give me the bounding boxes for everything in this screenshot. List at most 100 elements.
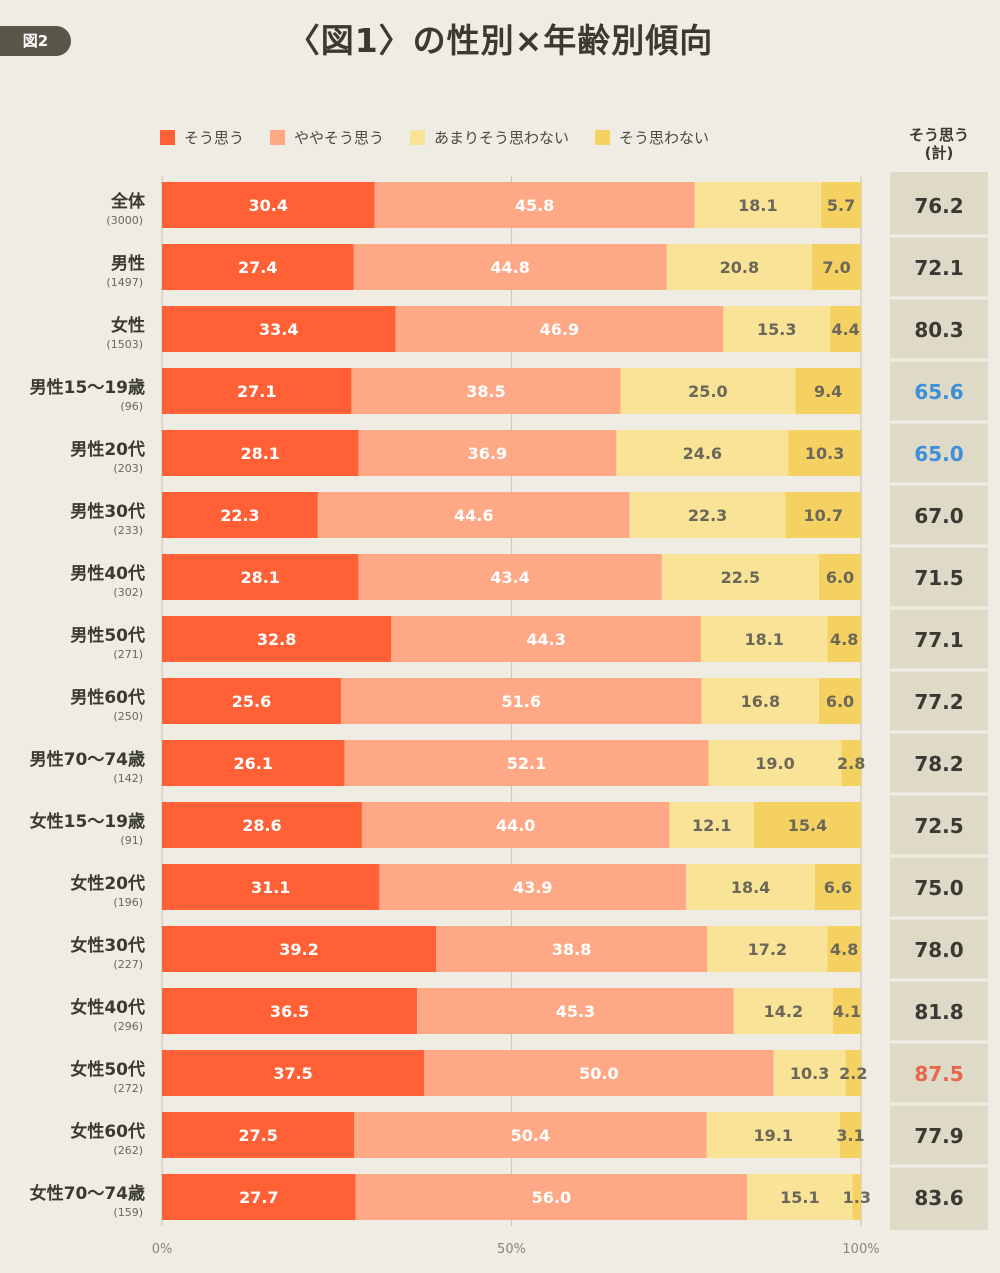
data-label: 10.7	[804, 506, 843, 525]
total-header-line1: そう思う	[908, 126, 969, 144]
total-column-header: そう思う (計)	[890, 126, 988, 162]
data-label: 44.8	[490, 258, 529, 277]
row-sample-size: (227)	[113, 958, 143, 971]
bar-segment	[700, 616, 828, 662]
data-label: 28.1	[240, 568, 279, 587]
row-label: 男性	[111, 253, 145, 274]
row-label: 男性30代	[70, 501, 145, 522]
row-sample-size: (1503)	[106, 338, 143, 351]
bar-segment	[841, 740, 861, 786]
bar-segment	[827, 926, 861, 972]
row-sample-size: (3000)	[106, 214, 143, 227]
bar-segment	[773, 1050, 846, 1096]
total-value: 77.2	[914, 690, 963, 714]
total-value: 67.0	[914, 504, 963, 528]
row-sample-size: (272)	[113, 1082, 143, 1095]
bar-segment	[819, 678, 861, 724]
row-sample-size: (159)	[113, 1206, 143, 1219]
bar-segment	[629, 492, 786, 538]
bar-segment	[852, 1174, 861, 1220]
row-label: 女性	[111, 315, 145, 336]
chart-title: 〈図1〉の性別×年齢別傾向	[286, 21, 714, 60]
bar-segment	[162, 1112, 355, 1158]
data-label: 32.8	[257, 630, 296, 649]
bar-segment	[686, 864, 815, 910]
bar-segment	[417, 988, 734, 1034]
row-sample-size: (262)	[113, 1144, 143, 1157]
data-label: 4.8	[830, 630, 858, 649]
data-label: 33.4	[259, 320, 298, 339]
legend-label: そう思う	[184, 128, 245, 147]
data-label: 19.1	[754, 1126, 793, 1145]
bar-segment	[162, 926, 437, 972]
bar-segment	[340, 678, 702, 724]
data-label: 7.0	[822, 258, 850, 277]
bar-segment	[351, 368, 621, 414]
row-label: 男性40代	[70, 563, 145, 584]
data-label: 25.6	[232, 692, 271, 711]
bar-segment	[162, 1050, 425, 1096]
bar-segment	[358, 554, 662, 600]
data-label: 12.1	[692, 816, 731, 835]
bar-segment	[162, 182, 375, 228]
bar-segment	[358, 430, 617, 476]
bar-segment	[845, 1050, 861, 1096]
bar-segment	[830, 306, 861, 352]
data-label: 15.1	[780, 1188, 819, 1207]
bar-segment	[344, 740, 709, 786]
data-label: 37.5	[273, 1064, 312, 1083]
bar-segment	[747, 1174, 853, 1220]
row-sample-size: (142)	[113, 772, 143, 785]
legend: そう思う ややそう思う あまりそう思わない そう思わない	[160, 126, 735, 148]
data-label: 20.8	[720, 258, 759, 277]
figure-badge: 図2	[0, 26, 71, 56]
row-sample-size: (233)	[113, 524, 143, 537]
bar-segment	[436, 926, 708, 972]
data-label: 51.6	[502, 692, 541, 711]
data-label: 4.4	[831, 320, 859, 339]
data-label: 38.5	[466, 382, 505, 401]
data-label: 10.3	[790, 1064, 829, 1083]
total-value: 72.5	[914, 814, 963, 838]
legend-swatch	[595, 129, 611, 145]
bar-segment	[355, 1174, 748, 1220]
legend-swatch	[410, 129, 426, 145]
data-label: 6.6	[824, 878, 852, 897]
total-value: 65.0	[914, 442, 963, 466]
data-label: 18.4	[731, 878, 770, 897]
legend-item-somewhat-disagree: あまりそう思わない	[410, 127, 569, 148]
total-value: 71.5	[914, 566, 963, 590]
data-label: 43.9	[513, 878, 552, 897]
bar-segment	[827, 616, 861, 662]
data-label: 44.3	[526, 630, 565, 649]
bar-segment	[162, 554, 359, 600]
total-value: 78.2	[914, 752, 963, 776]
bar-segment	[708, 740, 842, 786]
data-label: 16.8	[741, 692, 780, 711]
data-label: 50.4	[511, 1126, 550, 1145]
total-value: 87.5	[914, 1062, 963, 1086]
data-label: 10.3	[805, 444, 844, 463]
data-label: 28.6	[242, 816, 281, 835]
bar-segment	[754, 802, 861, 848]
total-value: 65.6	[914, 380, 963, 404]
total-value: 75.0	[914, 876, 963, 900]
bar-segment	[395, 306, 724, 352]
row-label: 女性50代	[70, 1059, 145, 1080]
bar-segment	[162, 988, 418, 1034]
data-label: 27.7	[239, 1188, 278, 1207]
data-label: 46.9	[540, 320, 579, 339]
total-value: 80.3	[914, 318, 963, 342]
row-sample-size: (96)	[120, 400, 143, 413]
bar-segment	[391, 616, 701, 662]
row-label: 全体	[110, 191, 146, 212]
legend-item-disagree: そう思わない	[595, 127, 709, 148]
data-label: 45.8	[515, 196, 554, 215]
data-label: 3.1	[836, 1126, 864, 1145]
data-label: 6.0	[826, 692, 854, 711]
bar-segment	[812, 244, 861, 290]
row-sample-size: (1497)	[106, 276, 143, 289]
bar-segment	[840, 1112, 861, 1158]
data-label: 4.1	[833, 1002, 861, 1021]
row-label: 男性20代	[70, 439, 145, 460]
